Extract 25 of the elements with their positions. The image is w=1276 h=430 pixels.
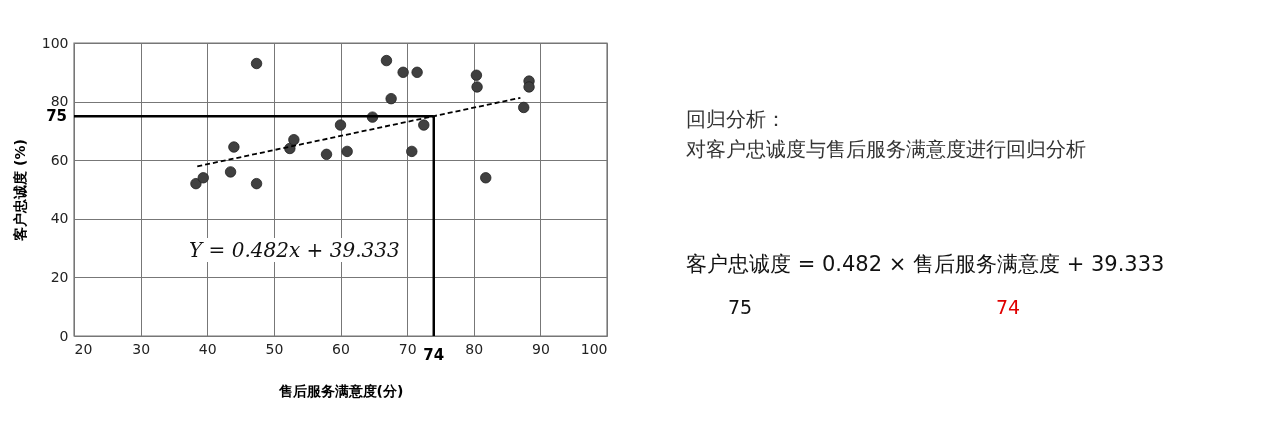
text: 回归分析： bbox=[686, 106, 786, 133]
annotation: Y = 0.482x + 39.333 bbox=[186, 238, 403, 262]
y-axis-title: 客户忠诚度 (%) bbox=[11, 139, 28, 242]
ref-line-label: 75 bbox=[46, 107, 67, 126]
x-tick-label: 80 bbox=[465, 340, 484, 357]
text: 74 bbox=[996, 296, 1021, 318]
y-tick-label: 60 bbox=[50, 151, 69, 168]
x-tick-label: 100 bbox=[580, 340, 608, 357]
x-axis-title: 售后服务满意度(分) bbox=[277, 382, 404, 399]
x-tick-label: 40 bbox=[198, 340, 217, 357]
ref-line-label: 74 bbox=[423, 346, 445, 364]
text: 75 bbox=[728, 296, 753, 318]
y-tick-label: 40 bbox=[50, 210, 69, 227]
y-tick-label: 20 bbox=[50, 268, 69, 285]
x-tick-label: 20 bbox=[74, 340, 93, 357]
y-tick-label: 80 bbox=[50, 93, 69, 110]
x-tick-label: 50 bbox=[265, 340, 284, 357]
text: 对客户忠诚度与售后服务满意度进行回归分析 bbox=[686, 136, 1086, 163]
x-tick-label: 60 bbox=[332, 340, 350, 357]
x-tick-label: 90 bbox=[531, 340, 550, 357]
y-tick-label: 100 bbox=[41, 34, 69, 51]
x-tick-label: 30 bbox=[132, 340, 151, 357]
y-tick-label: 0 bbox=[59, 327, 69, 344]
text: 客户忠诚度 = 0.482 × 售后服务满意度 + 39.333 bbox=[686, 251, 1165, 278]
x-tick-label: 70 bbox=[398, 340, 417, 357]
